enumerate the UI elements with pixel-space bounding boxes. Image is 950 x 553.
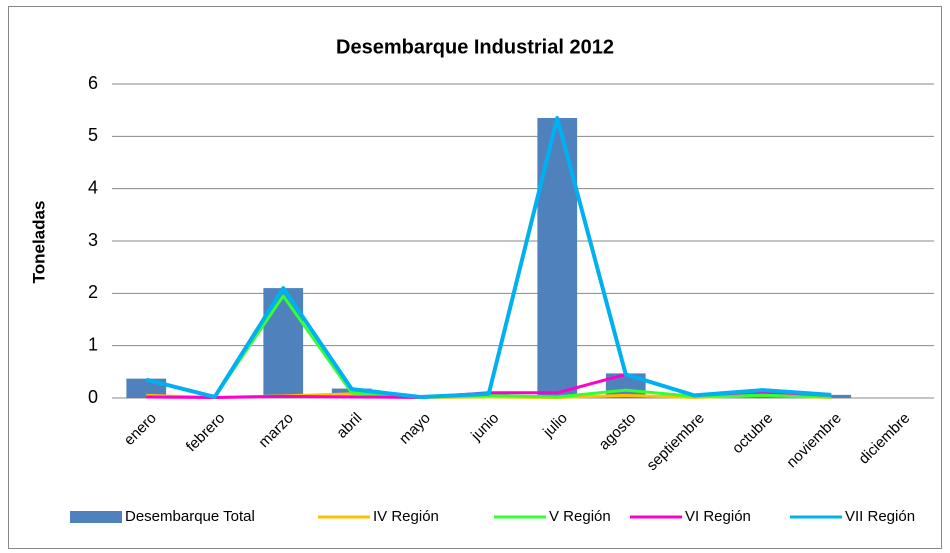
legend-label: V Región xyxy=(549,508,611,525)
chart-border xyxy=(8,6,942,549)
legend-label: Desembarque Total xyxy=(125,508,255,525)
legend-label: VII Región xyxy=(845,508,915,525)
y-axis-label: Toneladas xyxy=(29,201,48,284)
y-tick-label: 5 xyxy=(88,125,98,145)
y-tick-label: 6 xyxy=(88,73,98,93)
bar xyxy=(537,118,578,399)
y-tick-label: 2 xyxy=(88,282,98,302)
y-tick-label: 1 xyxy=(88,334,98,354)
y-tick-label: 0 xyxy=(88,387,98,407)
y-tick-label: 3 xyxy=(88,230,98,250)
legend-label: VI Región xyxy=(685,508,751,525)
bar xyxy=(263,288,304,398)
chart-title: Desembarque Industrial 2012 xyxy=(336,36,614,58)
y-tick-label: 4 xyxy=(88,177,98,197)
line-series xyxy=(145,116,832,399)
legend-swatch xyxy=(70,511,122,523)
legend-label: IV Región xyxy=(373,508,439,525)
